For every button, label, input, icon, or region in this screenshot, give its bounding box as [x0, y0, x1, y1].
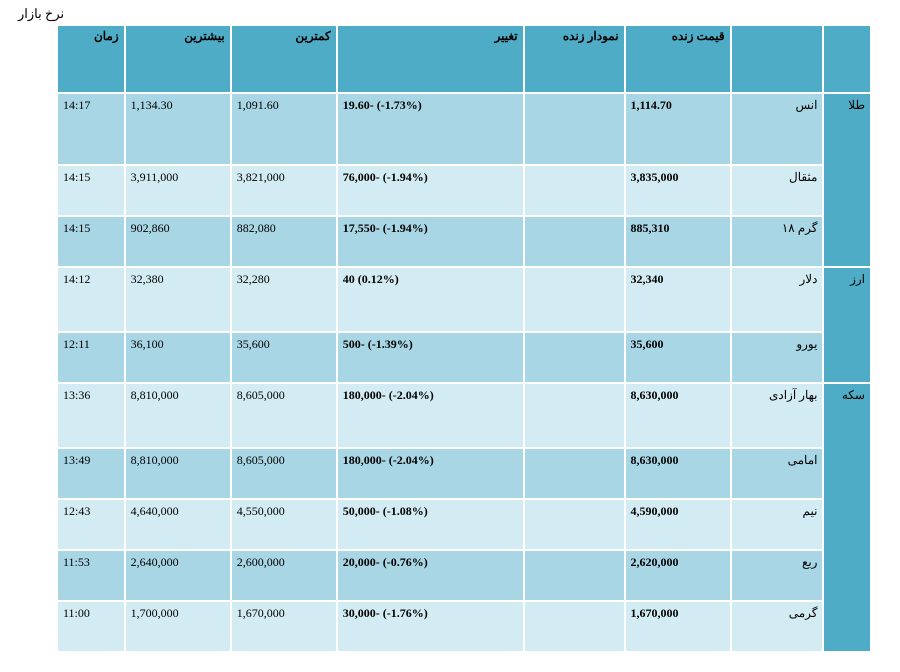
cell-low: 8,605,000	[231, 384, 336, 447]
cell-time: 14:15	[58, 166, 124, 215]
cell-low: 32,280	[231, 268, 336, 331]
cell-high: 1,134.30	[125, 94, 230, 164]
header-row: زمان بیشترین کمترین تغییر نمودار زنده قی…	[58, 26, 870, 92]
table-row: 12:11 36,100 35,600 500- (-1.39%) 35,600 یورو	[58, 333, 870, 382]
cell-price: 2,620,000	[625, 551, 730, 600]
cell-high: 36,100	[125, 333, 230, 382]
cell-chart	[524, 384, 624, 447]
table-row: 11:00 1,700,000 1,670,000 30,000- (-1.76%) 1…	[58, 602, 870, 651]
cell-time: 11:53	[58, 551, 124, 600]
cell-time: 11:00	[58, 602, 124, 651]
cell-change: 180,000- (-2.04%)	[337, 449, 523, 498]
cell-high: 4,640,000	[125, 500, 230, 549]
cell-chart	[524, 217, 624, 266]
cell-time: 12:11	[58, 333, 124, 382]
cell-low: 1,091.60	[231, 94, 336, 164]
cell-price: 885,310	[625, 217, 730, 266]
header-price: قیمت زنده	[625, 26, 730, 92]
page-title: نرخ بازار	[18, 6, 65, 21]
cell-time: 14:15	[58, 217, 124, 266]
cell-time: 14:12	[58, 268, 124, 331]
cell-name: دلار	[731, 268, 823, 331]
table-row: 11:53 2,640,000 2,600,000 20,000- (-0.76%) 2…	[58, 551, 870, 600]
cell-name: گرم ۱۸	[731, 217, 823, 266]
category-cell: ارز	[824, 268, 870, 382]
cell-low: 4,550,000	[231, 500, 336, 549]
cell-chart	[524, 268, 624, 331]
cell-low: 8,605,000	[231, 449, 336, 498]
cell-chart	[524, 449, 624, 498]
cell-chart	[524, 602, 624, 651]
cell-name: امامی	[731, 449, 823, 498]
table-row: 14:15 902,860 882,080 17,550- (-1.94%) 885,3…	[58, 217, 870, 266]
cell-low: 35,600	[231, 333, 336, 382]
cell-low: 1,670,000	[231, 602, 336, 651]
cell-high: 1,700,000	[125, 602, 230, 651]
cell-change: 76,000- (-1.94%)	[337, 166, 523, 215]
cell-price: 1,114.70	[625, 94, 730, 164]
cell-price: 4,590,000	[625, 500, 730, 549]
cell-name: انس	[731, 94, 823, 164]
cell-price: 8,630,000	[625, 384, 730, 447]
header-change: تغییر	[337, 26, 523, 92]
table-row: 13:36 8,810,000 8,605,000 180,000- (-2.04%)…	[58, 384, 870, 651]
table-row: 13:49 8,810,000 8,605,000 180,000- (-2.04%)…	[58, 449, 870, 498]
cell-low: 882,080	[231, 217, 336, 266]
cell-change: 20,000- (-0.76%)	[337, 551, 523, 600]
table-row: 12:43 4,640,000 4,550,000 50,000- (-1.08%) 4…	[58, 500, 870, 549]
cell-chart	[524, 500, 624, 549]
cell-high: 8,810,000	[125, 449, 230, 498]
cell-high: 902,860	[125, 217, 230, 266]
cell-price: 3,835,000	[625, 166, 730, 215]
cell-chart	[524, 333, 624, 382]
cell-chart	[524, 94, 624, 164]
cell-price: 1,670,000	[625, 602, 730, 651]
cell-price: 32,340	[625, 268, 730, 331]
cell-change: 50,000- (-1.08%)	[337, 500, 523, 549]
cell-chart	[524, 166, 624, 215]
cell-time: 13:49	[58, 449, 124, 498]
table-row: 14:12 32,380 32,280 40 (0.12%) 32,340 دلار ارز	[58, 268, 870, 382]
category-cell: طلا	[824, 94, 870, 266]
cell-chart	[524, 551, 624, 600]
table-row: 14:15 3,911,000 3,821,000 76,000- (-1.94%) 3…	[58, 166, 870, 215]
cell-low: 2,600,000	[231, 551, 336, 600]
cell-name: گرمی	[731, 602, 823, 651]
cell-name: مثقال	[731, 166, 823, 215]
cell-change: 500- (-1.39%)	[337, 333, 523, 382]
header-time: زمان	[58, 26, 124, 92]
cell-change: 40 (0.12%)	[337, 268, 523, 331]
cell-name: ربع	[731, 551, 823, 600]
market-rates-table: زمان بیشترین کمترین تغییر نمودار زنده قی…	[56, 24, 872, 653]
cell-time: 12:43	[58, 500, 124, 549]
header-high: بیشترین	[125, 26, 230, 92]
cell-low: 3,821,000	[231, 166, 336, 215]
cell-change: 19.60- (-1.73%)	[337, 94, 523, 164]
cell-name: بهار آزادی	[731, 384, 823, 447]
category-cell: سکه	[824, 384, 870, 651]
table-body: 14:17 1,134.30 1,091.60 19.60- (-1.73%) 1,11…	[58, 94, 870, 651]
cell-high: 32,380	[125, 268, 230, 331]
cell-high: 8,810,000	[125, 384, 230, 447]
cell-name: یورو	[731, 333, 823, 382]
header-name	[731, 26, 823, 92]
cell-change: 180,000- (-2.04%)	[337, 384, 523, 447]
table-row: 14:17 1,134.30 1,091.60 19.60- (-1.73%) 1,11…	[58, 94, 870, 266]
cell-high: 3,911,000	[125, 166, 230, 215]
cell-high: 2,640,000	[125, 551, 230, 600]
cell-time: 14:17	[58, 94, 124, 164]
cell-price: 35,600	[625, 333, 730, 382]
cell-price: 8,630,000	[625, 449, 730, 498]
cell-time: 13:36	[58, 384, 124, 447]
header-chart: نمودار زنده	[524, 26, 624, 92]
cell-change: 30,000- (-1.76%)	[337, 602, 523, 651]
cell-name: نیم	[731, 500, 823, 549]
header-category	[824, 26, 870, 92]
header-low: کمترین	[231, 26, 336, 92]
cell-change: 17,550- (-1.94%)	[337, 217, 523, 266]
